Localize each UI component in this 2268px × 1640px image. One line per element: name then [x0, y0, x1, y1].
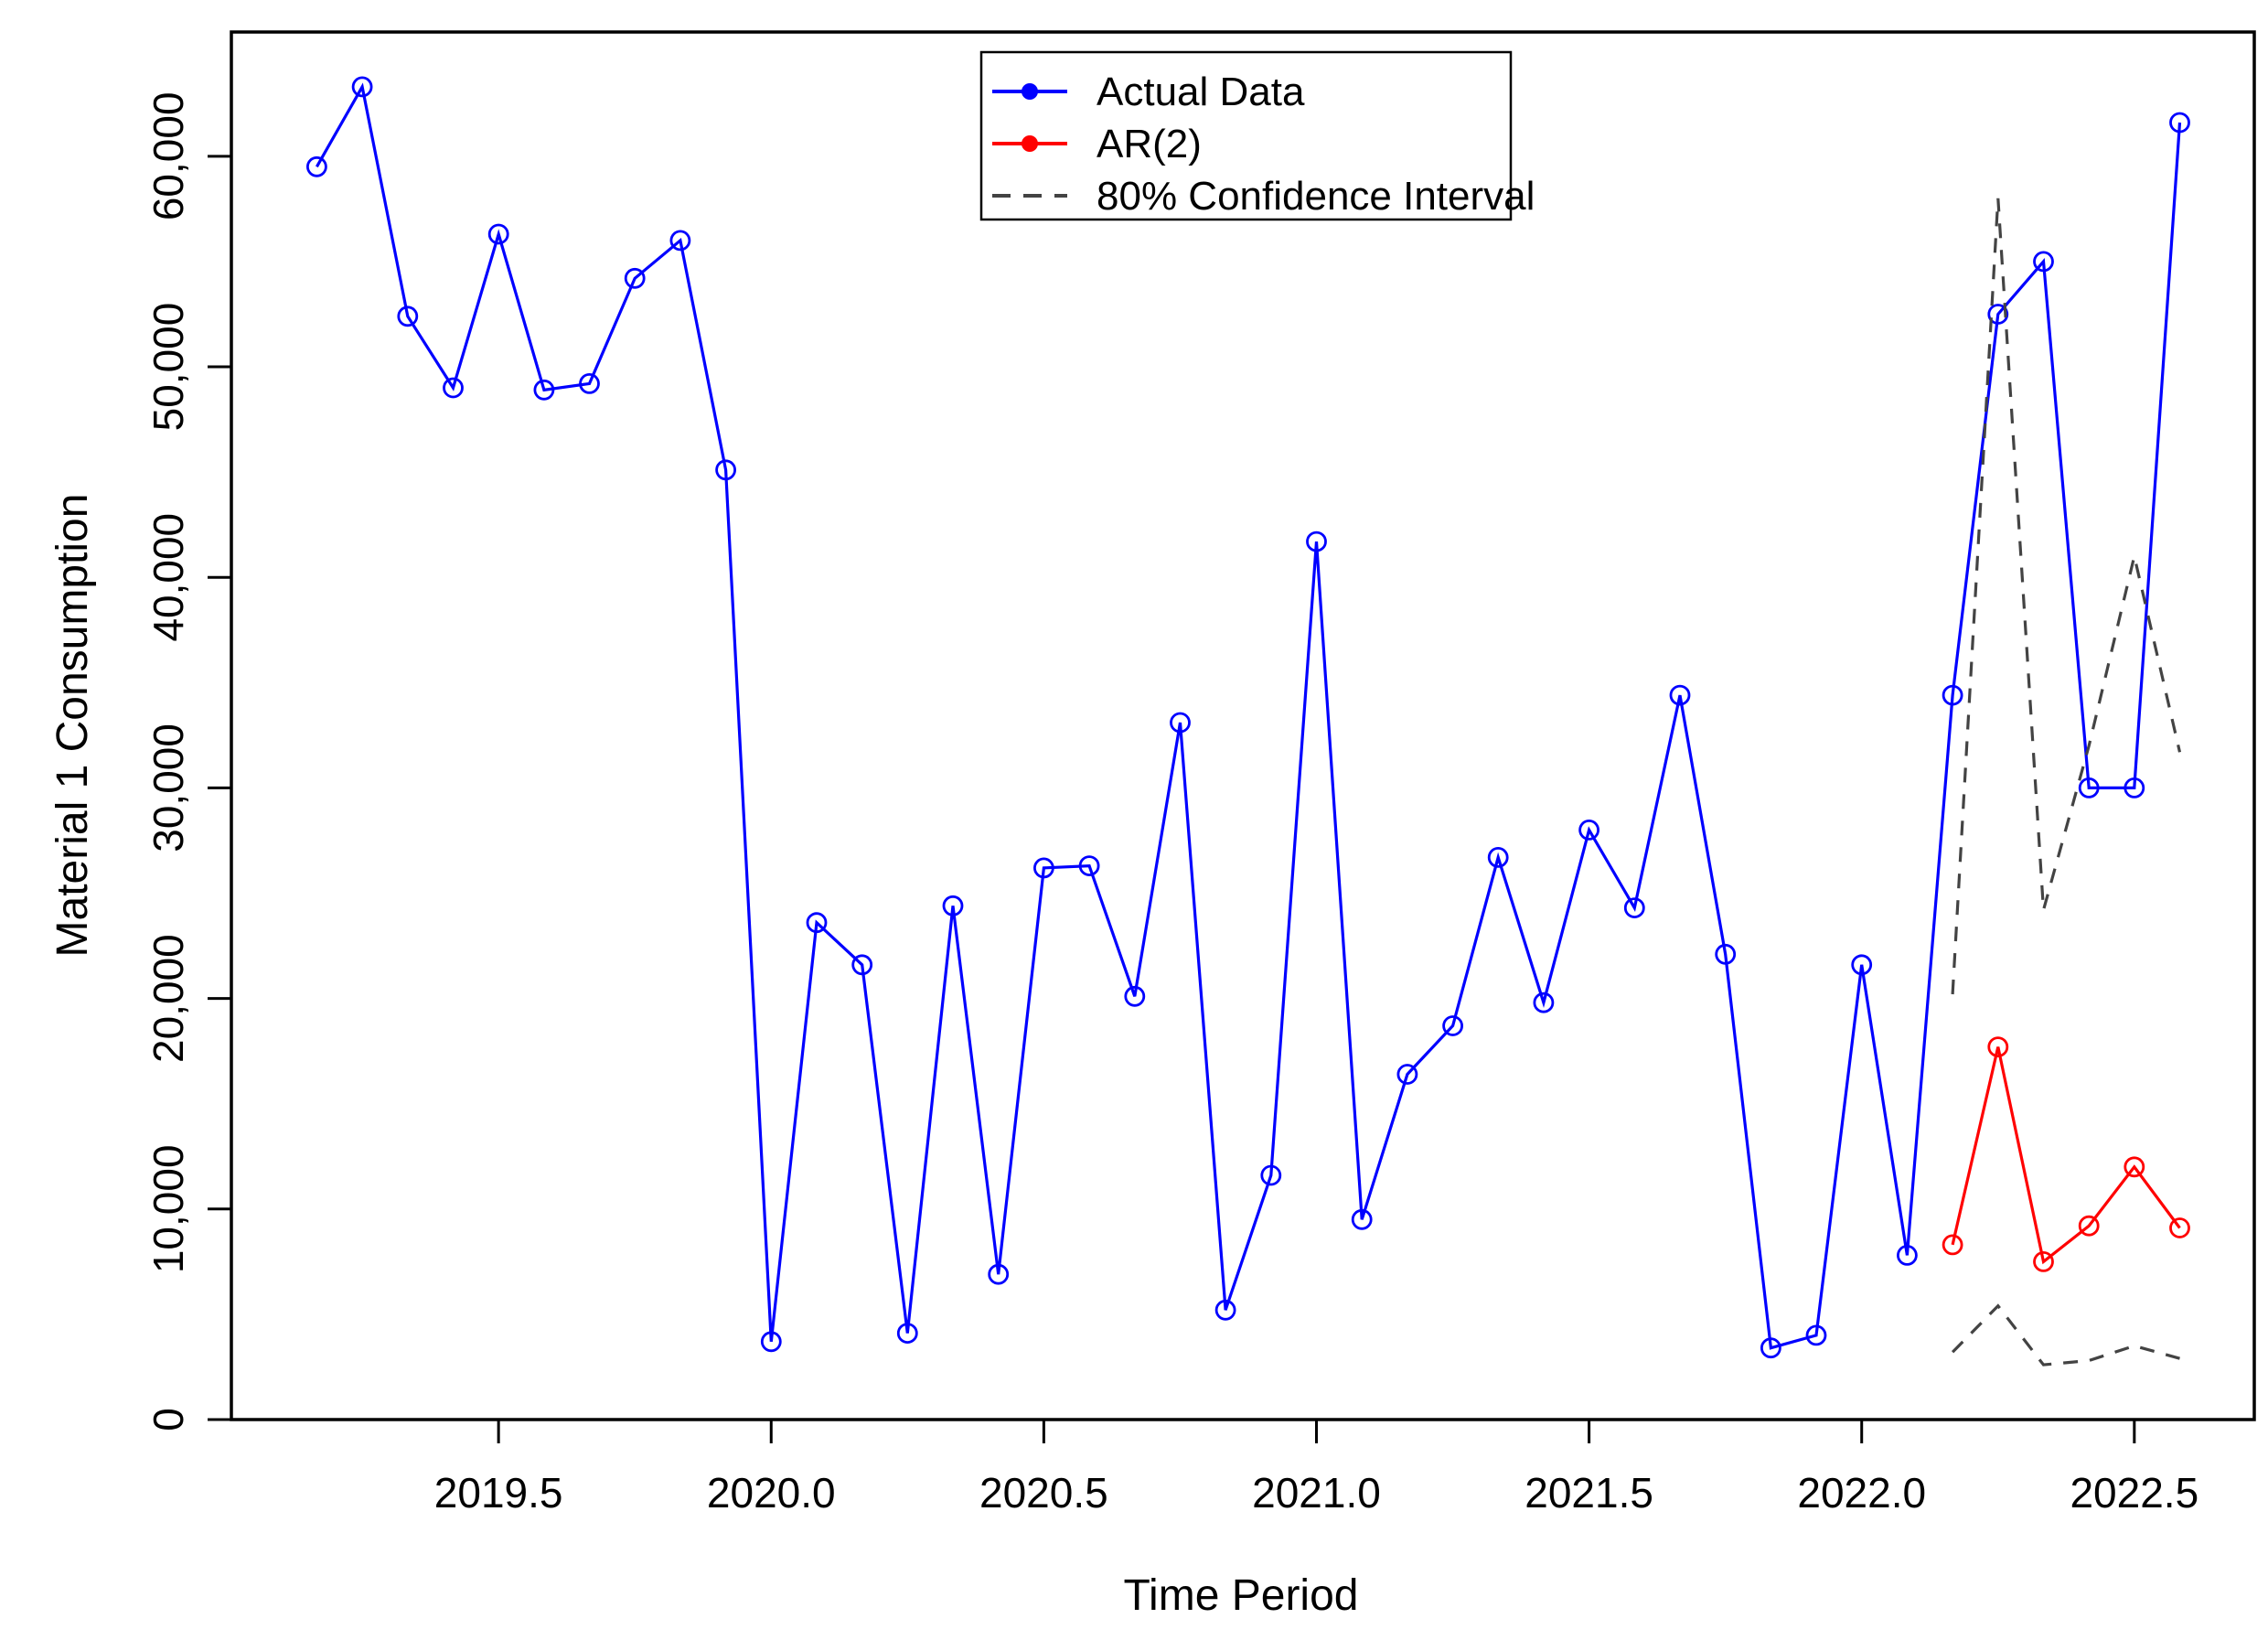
data-point [397, 305, 419, 327]
data-point [1851, 954, 1873, 976]
legend-box [979, 50, 1513, 221]
data-point [1669, 684, 1691, 706]
data-point [1623, 897, 1645, 918]
series-line-actual-data [316, 82, 2182, 1350]
x-tick-label: 2021.0 [1252, 1469, 1381, 1517]
x-tick-label: 2020.0 [707, 1469, 836, 1517]
data-point [1805, 1324, 1827, 1346]
x-tick-label: 2021.5 [1524, 1469, 1653, 1517]
x-tick-label: 2020.5 [979, 1469, 1108, 1517]
series-line-ar-2- [1951, 1046, 2181, 1265]
data-point [2033, 1251, 2054, 1272]
data-point [1578, 820, 1599, 841]
data-point [1987, 304, 2009, 325]
legend-label-actual: Actual Data [1097, 70, 1305, 114]
series-line-80-confidence-interval [1951, 198, 2182, 995]
data-point [579, 372, 600, 394]
data-point [1942, 684, 1963, 706]
data-point [1306, 531, 1327, 552]
data-point [2124, 1156, 2145, 1178]
data-point [1170, 712, 1191, 734]
legend-entry-ci: 80% Confidence Interval [992, 174, 1535, 219]
data-point [1351, 1208, 1373, 1230]
data-point [2169, 1217, 2190, 1238]
data-point [1033, 857, 1054, 879]
data-point [487, 223, 509, 245]
legend-label-ar2: AR(2) [1097, 122, 1202, 166]
y-tick-label: 10,000 [144, 1144, 192, 1273]
data-point [760, 1331, 782, 1353]
data-point [1760, 1337, 1781, 1359]
y-tick-label: 40,000 [144, 513, 192, 642]
data-point [2078, 1215, 2100, 1237]
data-point [806, 912, 828, 934]
data-point [305, 155, 327, 177]
legend-marker-actual-icon [1022, 83, 1038, 100]
data-point [896, 1323, 918, 1344]
legend: Actual Data AR(2) 80% Confidence Interva… [979, 50, 1535, 221]
data-point [1942, 1234, 1963, 1256]
data-point [1896, 1245, 1918, 1266]
x-tick-label: 2019.5 [434, 1469, 563, 1517]
data-point [1396, 1064, 1418, 1085]
y-axis-title: Material 1 Consumption [48, 494, 97, 958]
axes: 2019.5 2020.0 2020.5 2021.0 2021.5 2022.0 2022… [144, 91, 2198, 1517]
x-tick-label: 2022.5 [2070, 1469, 2198, 1517]
data-point [988, 1263, 1010, 1285]
y-tick-label: 50,000 [144, 303, 192, 432]
data-point [2033, 251, 2054, 273]
y-tick-label: 20,000 [144, 934, 192, 1063]
data-point [2169, 112, 2190, 134]
data-point [1987, 1036, 2009, 1057]
series-line-80-ci-lower-bound [1951, 1303, 2180, 1367]
data-point [1124, 985, 1146, 1007]
data-point [1260, 1164, 1282, 1186]
data-point [533, 379, 555, 401]
data-point [1214, 1299, 1236, 1321]
legend-entry-ar2: AR(2) [992, 122, 1202, 166]
data-point [1078, 855, 1100, 876]
data-point [443, 377, 464, 399]
data-point [715, 459, 736, 481]
data-point [2124, 777, 2145, 799]
data-point [1442, 1015, 1463, 1036]
y-tick-label: 30,000 [144, 724, 192, 852]
x-axis-title: Time Period [1124, 1571, 1359, 1620]
data-point [2078, 777, 2100, 799]
data-point [351, 76, 373, 98]
plot-frame [230, 30, 2256, 1421]
data-point [851, 954, 873, 976]
y-tick-label: 0 [144, 1408, 192, 1431]
y-tick-label: 60,000 [144, 91, 192, 220]
legend-entry-actual: Actual Data [992, 70, 1305, 114]
data-point [624, 267, 646, 289]
data-point [1715, 943, 1737, 965]
data-point [1487, 847, 1509, 868]
data-point [942, 895, 964, 916]
legend-marker-ar2-icon [1022, 135, 1038, 152]
data-point [669, 230, 691, 252]
x-tick-label: 2022.0 [1797, 1469, 1926, 1517]
legend-label-ci: 80% Confidence Interval [1097, 174, 1535, 219]
data-series [305, 76, 2190, 1367]
data-point [1533, 992, 1555, 1013]
